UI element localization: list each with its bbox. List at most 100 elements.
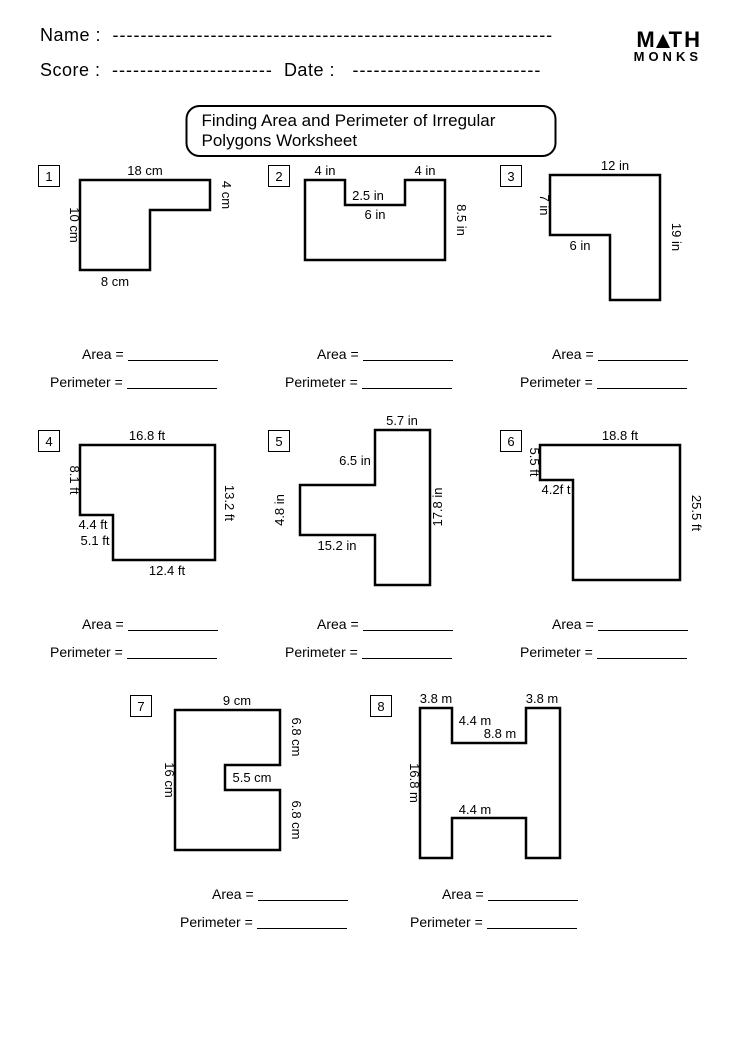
- perimeter-label: Perimeter =: [180, 914, 253, 930]
- area-input[interactable]: [488, 889, 578, 901]
- dim-label: 16.8 ft: [129, 428, 166, 443]
- dim-label: 17.8 in: [430, 487, 445, 526]
- perimeter-input[interactable]: [257, 917, 347, 929]
- polygon-2: 4 in 4 in 2.5 in 6 in 8.5 in: [290, 160, 480, 290]
- dim-label: 25.5 ft: [689, 495, 704, 532]
- area-label: Area =: [552, 346, 594, 362]
- problem-number: 3: [500, 165, 522, 187]
- name-field-row: Name : ---------------------------------…: [40, 25, 702, 46]
- area-label: Area =: [82, 346, 124, 362]
- area-input[interactable]: [128, 349, 218, 361]
- perimeter-label: Perimeter =: [410, 914, 483, 930]
- area-input[interactable]: [128, 619, 218, 631]
- dim-label: 7 in: [537, 195, 552, 216]
- area-input[interactable]: [363, 619, 453, 631]
- answer-block-5: Area = Perimeter =: [285, 610, 453, 666]
- polygon-5: 5.7 in 6.5 in 4.8 in 15.2 in 17.8 in: [275, 410, 495, 600]
- answer-block-4: Area = Perimeter =: [50, 610, 218, 666]
- date-label: Date :: [284, 60, 335, 80]
- perimeter-input[interactable]: [127, 377, 217, 389]
- dim-label: 19 in: [669, 223, 684, 251]
- score-date-row: Score : ----------------------- Date : -…: [40, 60, 702, 81]
- perimeter-label: Perimeter =: [285, 374, 358, 390]
- name-label: Name :: [40, 25, 101, 45]
- dim-label: 4.4 m: [459, 802, 492, 817]
- dim-label: 8.8 m: [484, 726, 517, 741]
- perimeter-label: Perimeter =: [50, 644, 123, 660]
- logo-monks: MONKS: [634, 51, 702, 63]
- area-input[interactable]: [258, 889, 348, 901]
- answer-block-3: Area = Perimeter =: [520, 340, 688, 396]
- dim-label: 5.7 in: [386, 413, 418, 428]
- perimeter-label: Perimeter =: [285, 644, 358, 660]
- perimeter-input[interactable]: [597, 647, 687, 659]
- dim-label: 5.5 cm: [232, 770, 271, 785]
- dim-label: 8.5 in: [454, 204, 469, 236]
- dim-label: 10 cm: [67, 207, 82, 242]
- triangle-icon: [656, 34, 670, 48]
- dim-label: 4.8 in: [272, 494, 287, 526]
- dim-label: 5.1 ft: [81, 533, 110, 548]
- problem-number: 8: [370, 695, 392, 717]
- score-blank[interactable]: -----------------------: [106, 60, 273, 80]
- dim-label: 2.5 in: [352, 188, 384, 203]
- dim-label: 3.8 m: [526, 691, 559, 706]
- dim-label: 6 in: [570, 238, 591, 253]
- dim-label: 12.4 ft: [149, 563, 186, 578]
- dim-label: 18.8 ft: [602, 428, 639, 443]
- score-label: Score :: [40, 60, 101, 80]
- answer-block-2: Area = Perimeter =: [285, 340, 453, 396]
- dim-label: 4.4 ft: [79, 517, 108, 532]
- area-label: Area =: [212, 886, 254, 902]
- area-label: Area =: [317, 346, 359, 362]
- dim-label: 18 cm: [127, 163, 162, 178]
- date-blank[interactable]: ---------------------------: [340, 60, 541, 80]
- dim-label: 6.5 in: [339, 453, 371, 468]
- answer-block-6: Area = Perimeter =: [520, 610, 688, 666]
- perimeter-input[interactable]: [362, 647, 452, 659]
- dim-label: 4.2f t: [542, 482, 571, 497]
- dim-label: 4 in: [315, 163, 336, 178]
- dim-label: 6.8 cm: [289, 800, 304, 839]
- problem-number: 2: [268, 165, 290, 187]
- answer-block-1: Area = Perimeter =: [50, 340, 218, 396]
- problem-number: 7: [130, 695, 152, 717]
- dim-label: 4 cm: [219, 181, 234, 209]
- dim-label: 6.8 cm: [289, 717, 304, 756]
- dim-label: 13.2 ft: [222, 485, 237, 522]
- perimeter-input[interactable]: [362, 377, 452, 389]
- perimeter-input[interactable]: [597, 377, 687, 389]
- dim-label: 5.5 ft: [527, 448, 542, 477]
- perimeter-input[interactable]: [127, 647, 217, 659]
- perimeter-label: Perimeter =: [520, 374, 593, 390]
- perimeter-label: Perimeter =: [520, 644, 593, 660]
- answer-block-7: Area = Perimeter =: [180, 880, 348, 936]
- dim-label: 16.8 m: [407, 763, 422, 803]
- dim-label: 8.1 ft: [67, 466, 82, 495]
- answer-block-8: Area = Perimeter =: [410, 880, 578, 936]
- polygon-3: 12 in 7 in 6 in 19 in: [520, 155, 710, 315]
- dim-label: 9 cm: [223, 693, 251, 708]
- polygon-4: 16.8 ft 8.1 ft 4.4 ft 5.1 ft 12.4 ft 13.…: [55, 425, 245, 595]
- worksheet-header: Name : ---------------------------------…: [40, 25, 702, 81]
- area-input[interactable]: [363, 349, 453, 361]
- area-label: Area =: [317, 616, 359, 632]
- perimeter-input[interactable]: [487, 917, 577, 929]
- dim-label: 3.8 m: [420, 691, 453, 706]
- area-input[interactable]: [598, 349, 688, 361]
- problem-number: 1: [38, 165, 60, 187]
- polygon-1: 18 cm 4 cm 10 cm 8 cm: [60, 160, 240, 310]
- worksheet-title: Finding Area and Perimeter of Irregular …: [186, 105, 557, 157]
- dim-label: 12 in: [601, 158, 629, 173]
- dim-label: 15.2 in: [317, 538, 356, 553]
- name-blank[interactable]: ----------------------------------------…: [107, 25, 554, 45]
- perimeter-label: Perimeter =: [50, 374, 123, 390]
- area-input[interactable]: [598, 619, 688, 631]
- polygon-7: 9 cm 6.8 cm 5.5 cm 16 cm 6.8 cm: [155, 690, 335, 880]
- dim-label: 8 cm: [101, 274, 129, 289]
- polygon-8: 3.8 m 3.8 m 4.4 m 8.8 m 16.8 m 4.4 m: [390, 688, 600, 878]
- dim-label: 16 cm: [162, 762, 177, 797]
- area-label: Area =: [82, 616, 124, 632]
- dim-label: 4 in: [415, 163, 436, 178]
- area-label: Area =: [442, 886, 484, 902]
